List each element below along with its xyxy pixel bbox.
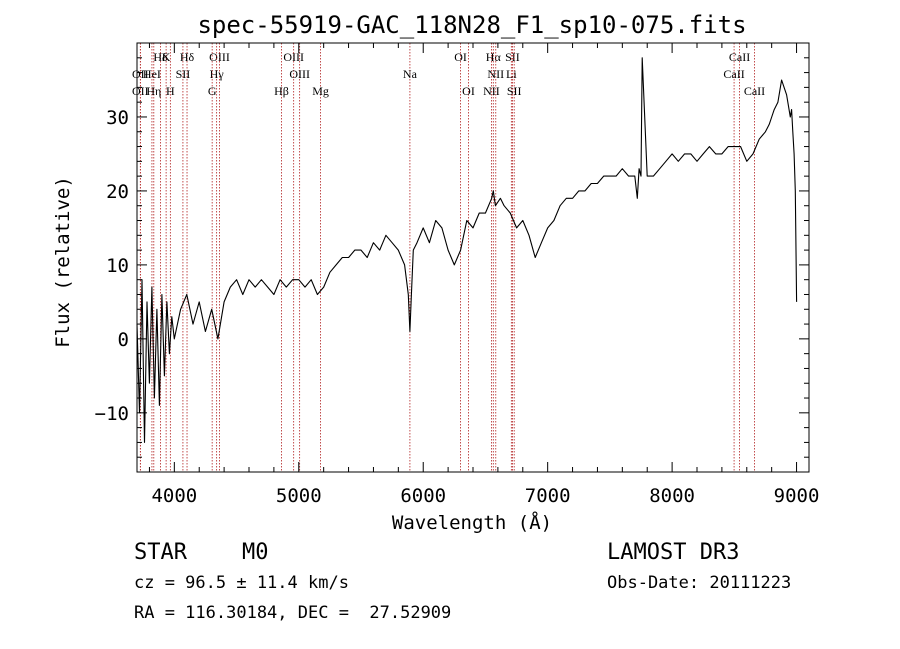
x-tick-label: 6000 [400,485,446,507]
x-axis-label: Wavelength (Å) [392,511,552,534]
line-label: HeI [143,67,161,81]
line-label: Hγ [210,67,225,81]
line-label: OI [462,84,475,98]
redshift-velocity: cz = 96.5 ± 11.4 km/s [134,573,349,593]
coordinates: RA = 116.30184, DEC = 27.52909 [134,603,452,623]
axis-ticks: 4000 5000 6000 7000 8000 9000 −10 0 10 20 30 [95,43,820,507]
line-label: OIII [209,50,230,64]
object-subclass: M0 [242,540,269,565]
line-label: CaII [723,67,744,81]
line-label: SII [176,67,191,81]
y-tick-label: 10 [106,255,129,277]
line-label: CaII [744,84,765,98]
line-label: Hη [146,84,161,98]
y-tick-label: 30 [106,107,129,129]
plot-frame [136,42,810,473]
x-tick-label: 5000 [276,485,322,507]
observation-date: Obs-Date: 20111223 [607,573,792,593]
line-label: OII [132,84,149,98]
line-label: Hδ [153,50,168,64]
x-tick-label: 8000 [649,485,695,507]
x-tick-label: 7000 [525,485,571,507]
line-label: Na [403,67,418,81]
spectrum-line [136,57,798,443]
y-tick-label: 0 [118,329,129,351]
line-label: Li [506,67,517,81]
spectrum-series [136,57,798,443]
line-label: SII [505,50,520,64]
line-label: H [166,84,175,98]
line-label: Hδ [180,50,195,64]
y-tick-label: −10 [95,403,129,425]
line-label: CaII [729,50,750,64]
chart-title: spec-55919-GAC_118N28_F1_sp10-075.fits [197,11,746,39]
x-tick-label: 4000 [151,485,197,507]
survey-name: LAMOST DR3 [607,540,740,565]
y-tick-label: 20 [106,181,129,203]
line-label: OI [454,50,467,64]
line-label: Hα [486,50,502,64]
line-label: G [208,84,217,98]
line-label: K [162,50,171,64]
line-label: OIII [289,67,310,81]
object-class: STAR [134,540,187,565]
line-label: Hβ [274,84,289,98]
line-label: NII [483,84,500,98]
line-label: NII [487,67,504,81]
y-axis-label: Flux (relative) [52,176,74,348]
line-label: SII [507,84,522,98]
line-label: Mg [312,84,329,98]
line-label: OIII [283,50,304,64]
x-tick-label: 9000 [774,485,820,507]
